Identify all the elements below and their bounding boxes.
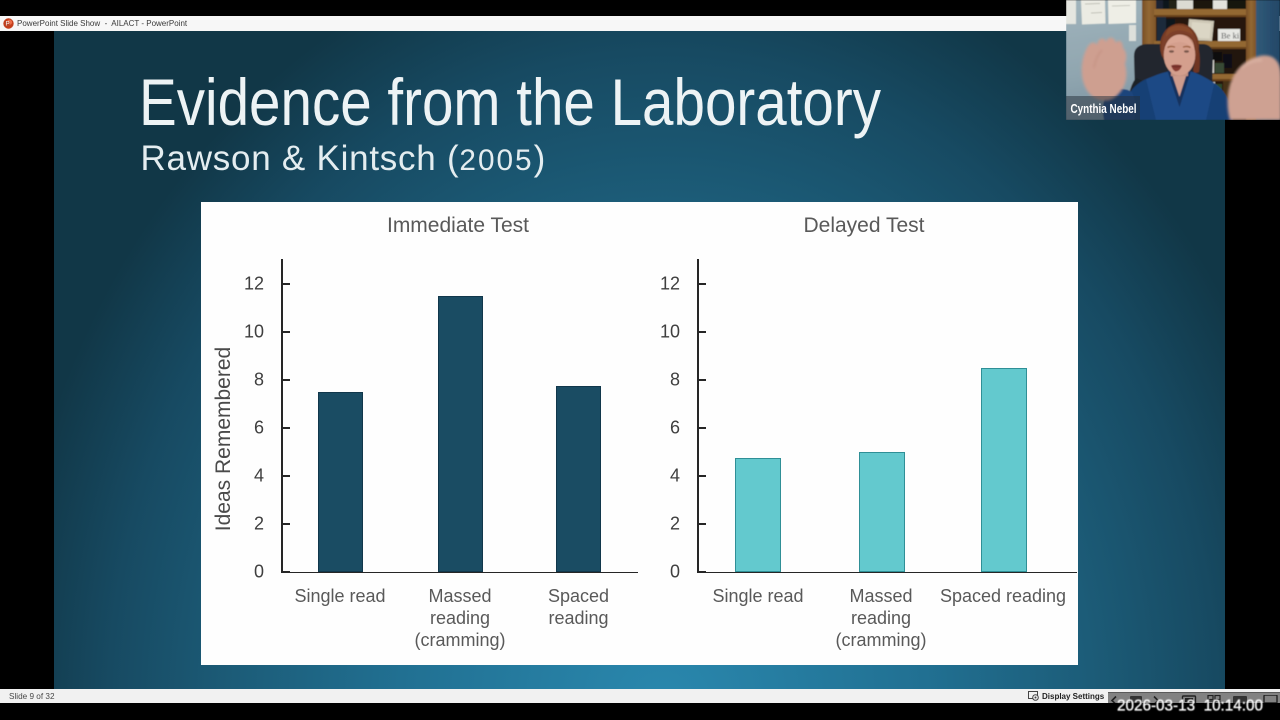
svg-text:P: P bbox=[6, 22, 10, 28]
svg-text:Cynthia Nebel: Cynthia Nebel bbox=[1071, 102, 1137, 116]
svg-text:2026-03-13 10:14:00: 2026-03-13 10:14:00 bbox=[1117, 698, 1263, 715]
